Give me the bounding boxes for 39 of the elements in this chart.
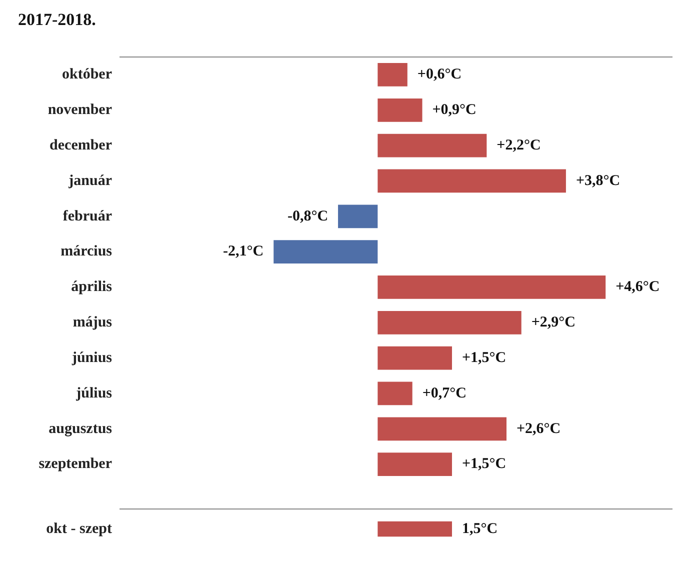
- data-label: +1,5°C: [462, 456, 506, 472]
- data-label: +2,9°C: [531, 314, 576, 330]
- y-tick-label: február: [62, 208, 112, 224]
- data-label: +4,6°C: [616, 279, 660, 296]
- data-label: -0,8°C: [287, 208, 328, 224]
- y-tick-label: okt - szept: [46, 520, 112, 537]
- chart-title: 2017-2018.: [18, 10, 96, 30]
- bar: [378, 310, 522, 334]
- data-label: +2,2°C: [496, 137, 541, 154]
- y-tick-label: szeptember: [38, 456, 112, 472]
- data-label: +0,6°C: [417, 66, 462, 83]
- bar: [378, 169, 566, 193]
- bar: [378, 276, 606, 299]
- bar: [378, 417, 506, 441]
- bar: [378, 134, 487, 158]
- y-tick-label: március: [60, 244, 112, 260]
- y-tick-label: május: [72, 314, 112, 330]
- data-label: +3,8°C: [576, 172, 620, 189]
- y-tick-label: június: [70, 350, 112, 366]
- bar: [338, 204, 378, 228]
- y-tick-label: augusztus: [48, 420, 112, 437]
- bar: [378, 63, 408, 86]
- bar: [378, 382, 412, 406]
- y-tick-label: december: [50, 137, 112, 154]
- data-label: 1,5°C: [462, 520, 498, 537]
- bar: [378, 452, 452, 476]
- data-label: +0,7°C: [422, 385, 466, 402]
- bar: [274, 240, 378, 264]
- y-tick-label: november: [48, 102, 112, 118]
- y-tick-label: január: [68, 172, 112, 189]
- bar: [378, 98, 422, 122]
- y-tick-label: július: [75, 385, 112, 402]
- data-label: +2,6°C: [516, 420, 561, 437]
- data-label: -2,1°C: [223, 244, 264, 260]
- y-tick-label: április: [71, 279, 112, 296]
- data-label: +1,5°C: [462, 350, 506, 366]
- bar: [378, 346, 452, 370]
- data-label: +0,9°C: [432, 102, 476, 118]
- y-tick-label: október: [62, 66, 112, 83]
